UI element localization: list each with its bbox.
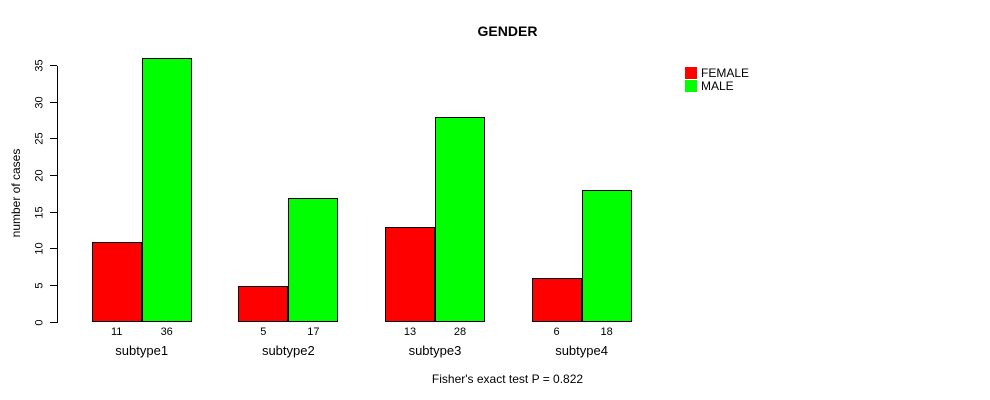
bar-male-subtype4 <box>581 190 632 323</box>
bar-male-subtype2 <box>288 197 339 323</box>
y-axis-tick <box>50 248 57 250</box>
legend-item-male: MALE <box>685 80 749 92</box>
bar-male-subtype3 <box>434 116 485 323</box>
bar-female-subtype3 <box>384 226 435 323</box>
bar-female-subtype1 <box>91 241 142 323</box>
y-axis-tick <box>50 101 57 103</box>
y-axis-tick-label: 25 <box>33 132 46 146</box>
bar-value-label: 36 <box>160 326 173 338</box>
legend-item-female: FEMALE <box>685 67 749 79</box>
chart-title: GENDER <box>477 23 538 39</box>
y-axis-tick-label: 30 <box>33 96 46 109</box>
y-axis-tick-label: 35 <box>33 59 46 72</box>
bar-value-label: 17 <box>307 326 320 338</box>
female-color-swatch-icon <box>685 67 697 79</box>
y-axis-tick <box>50 65 57 67</box>
legend-label-male: MALE <box>701 79 734 93</box>
y-axis-tick-label: 15 <box>33 206 46 219</box>
bar-value-label: 11 <box>110 326 123 338</box>
y-axis-tick-label: 0 <box>33 319 46 326</box>
x-axis-category-label: subtype1 <box>115 343 169 358</box>
y-axis-tick-label: 5 <box>33 282 46 289</box>
y-axis-tick <box>50 321 57 323</box>
bar-value-label: 18 <box>600 326 613 338</box>
fisher-test-caption: Fisher's exact test P = 0.822 <box>431 372 584 386</box>
x-axis-category-label: subtype2 <box>261 343 315 358</box>
bar-male-subtype1 <box>141 58 192 323</box>
bar-female-subtype2 <box>238 285 289 323</box>
y-axis-line <box>57 65 58 324</box>
y-axis-tick <box>50 138 57 140</box>
bar-value-label: 5 <box>260 326 267 338</box>
bar-value-label: 28 <box>453 326 467 338</box>
legend: FEMALE MALE <box>685 67 749 93</box>
y-axis-tick <box>50 211 57 213</box>
y-axis-tick <box>50 285 57 287</box>
male-color-swatch-icon <box>685 80 697 92</box>
x-axis-category-label: subtype4 <box>555 343 608 358</box>
bar-female-subtype4 <box>531 278 582 323</box>
y-axis-tick <box>50 175 57 177</box>
legend-label-female: FEMALE <box>701 66 750 80</box>
y-axis-label: number of cases <box>9 148 23 238</box>
y-axis-tick-label: 20 <box>33 169 46 182</box>
bar-value-label: 6 <box>553 326 560 338</box>
bar-value-label: 13 <box>403 326 417 338</box>
y-axis-tick-label: 10 <box>33 242 46 256</box>
x-axis-category-label: subtype3 <box>408 343 462 358</box>
